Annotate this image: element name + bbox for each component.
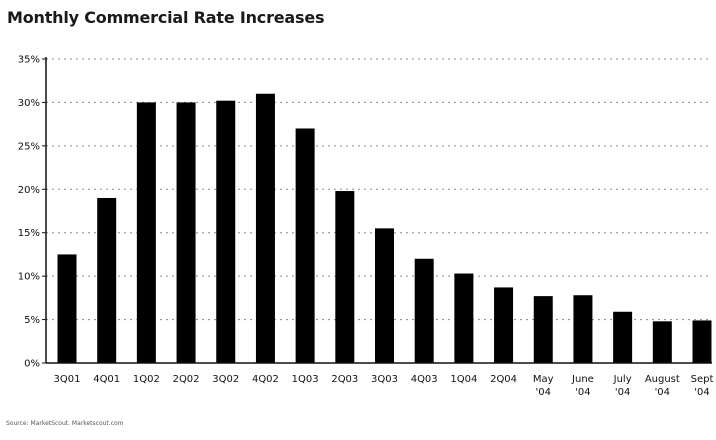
bar (573, 295, 593, 363)
x-tick-label: '04 (694, 387, 709, 398)
x-axis: 3Q01 4Q01 1Q02 2Q02 3Q02 4Q02 1Q03 2Q03 3Q03 4Q03… (46, 362, 714, 398)
x-tick-label: July (613, 374, 632, 385)
bar (255, 93, 275, 363)
x-tick-label: 4Q02 (252, 374, 279, 385)
y-tick-label: 10% (18, 272, 40, 283)
chart-title: Monthly Commercial Rate Increases (7, 8, 325, 27)
x-tick-label: 2Q03 (331, 374, 358, 385)
bar (494, 287, 514, 363)
x-tick-label: 1Q03 (292, 374, 319, 385)
source-note: Source: MarketScout. Marketscout.com (6, 420, 124, 427)
x-tick-label: '04 (655, 387, 670, 398)
bars (57, 93, 712, 363)
bar (176, 102, 196, 363)
x-tick-label: 3Q02 (212, 374, 239, 385)
y-tick-label: 35% (18, 55, 40, 66)
x-tick-label: 1Q02 (133, 374, 160, 385)
x-tick-label: May (533, 374, 554, 385)
x-tick-label: 2Q02 (173, 374, 200, 385)
y-tick-label: 25% (18, 141, 40, 152)
x-tick-label: '04 (575, 387, 590, 398)
bar (414, 258, 434, 363)
y-tick-label: 15% (18, 228, 40, 239)
bar (613, 311, 633, 363)
x-tick-label: '04 (536, 387, 551, 398)
x-tick-label: '04 (615, 387, 630, 398)
bar (375, 228, 394, 363)
x-tick-label: August (645, 374, 680, 385)
x-tick-label: 2Q04 (490, 374, 517, 385)
bar (295, 128, 315, 363)
bar (136, 102, 156, 363)
x-tick-label: 4Q03 (411, 374, 438, 385)
x-tick-label: 4Q01 (93, 374, 120, 385)
bar (97, 197, 117, 363)
x-tick-label: Sept (691, 374, 714, 385)
bar (652, 321, 672, 363)
y-axis: 0% 5% 10% 15% 20% 25% 30% 35% (18, 55, 47, 370)
x-tick-label: 3Q03 (371, 374, 398, 385)
bar (335, 191, 355, 363)
bar (216, 100, 236, 363)
x-tick-label: June (571, 374, 594, 385)
bar (454, 273, 474, 363)
bar (692, 320, 712, 363)
y-tick-label: 0% (24, 359, 40, 370)
x-tick-label: 3Q01 (54, 374, 81, 385)
y-tick-label: 30% (18, 98, 40, 109)
y-tick-label: 20% (18, 185, 40, 196)
bar (533, 296, 553, 363)
y-tick-label: 5% (24, 315, 40, 326)
bar (57, 254, 77, 363)
x-tick-label: 1Q04 (450, 374, 477, 385)
